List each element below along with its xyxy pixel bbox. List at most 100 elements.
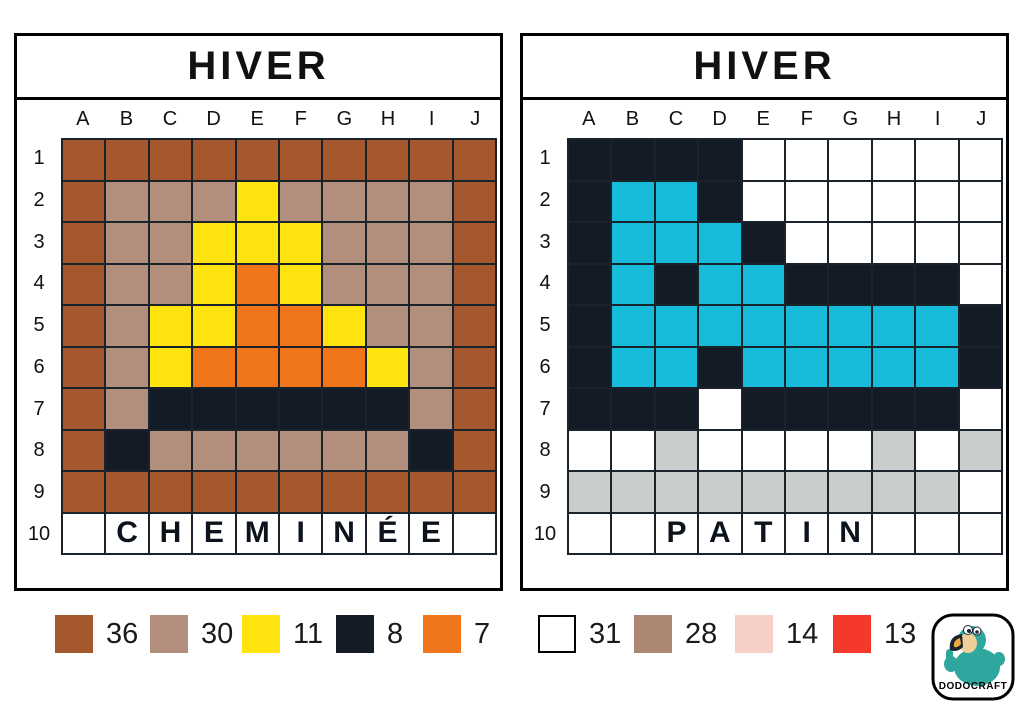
grid-cell-F5 bbox=[786, 306, 828, 346]
column-label-D: D bbox=[206, 107, 221, 130]
grid-cell-F8 bbox=[786, 430, 828, 470]
grid-cell-J7 bbox=[959, 389, 1001, 429]
grid-cell-G8 bbox=[829, 430, 871, 470]
grid-cell-A8 bbox=[63, 430, 105, 470]
legend-count: 13 bbox=[884, 617, 917, 650]
grid-cell-C3 bbox=[655, 223, 698, 263]
grid-cell-H1 bbox=[366, 140, 409, 180]
panel-title: HIVER bbox=[523, 36, 1006, 100]
grid-cell-C9 bbox=[149, 472, 192, 512]
grid-cell-I8 bbox=[410, 430, 452, 470]
grid-cell-I8 bbox=[916, 430, 958, 470]
column-label-G: G bbox=[842, 107, 859, 130]
legend-count: 14 bbox=[786, 617, 819, 650]
legend-count: 7 bbox=[474, 617, 491, 650]
grid-cell-D1 bbox=[193, 140, 235, 180]
grid-cell-C9 bbox=[655, 472, 698, 512]
column-header-row: A B C D E F G H I J bbox=[567, 100, 1003, 138]
grid-cell-B5 bbox=[106, 306, 148, 346]
grid-cell-I7 bbox=[916, 389, 958, 429]
grid-cell-G4 bbox=[323, 264, 365, 304]
column-label-C: C bbox=[162, 107, 178, 130]
grid-cell-C2 bbox=[149, 181, 192, 221]
grid-cell-J2 bbox=[959, 181, 1001, 221]
grid-cell-E1 bbox=[742, 140, 784, 180]
legend-item-left-8: 8 bbox=[336, 614, 403, 654]
grid-cell-J1 bbox=[453, 140, 495, 180]
grid-cell-B4 bbox=[106, 264, 148, 304]
grid-cell-H9 bbox=[872, 472, 915, 512]
grid-cell-J2 bbox=[453, 181, 495, 221]
grid-cell-J6 bbox=[453, 347, 495, 387]
grid-cell-G7 bbox=[323, 389, 365, 429]
grid-cell-D2 bbox=[699, 181, 741, 221]
grid-cell-H4 bbox=[366, 264, 409, 304]
grid-cell-G3 bbox=[323, 223, 365, 263]
row-labels: 1 2 3 4 5 6 7 8 9 10 bbox=[523, 138, 567, 555]
grid-cell-G9 bbox=[829, 472, 871, 512]
grid-cell-A10 bbox=[63, 513, 105, 553]
grid-cell-H7 bbox=[366, 389, 409, 429]
grid-cell-C8 bbox=[655, 430, 698, 470]
grid-cell-D7 bbox=[699, 389, 741, 429]
grid-cell-D6 bbox=[193, 347, 235, 387]
grid-cell-B2 bbox=[612, 181, 654, 221]
row-label-5: 5 bbox=[33, 314, 45, 337]
grid-cell-D5 bbox=[193, 306, 235, 346]
grid-cell-D7 bbox=[193, 389, 235, 429]
grid-cell-D9 bbox=[699, 472, 741, 512]
grid-cell-F6 bbox=[280, 347, 322, 387]
row-label-3: 3 bbox=[33, 230, 45, 253]
grid-cell-J9 bbox=[453, 472, 495, 512]
grid-cell-B9 bbox=[612, 472, 654, 512]
grid-cell-A9 bbox=[569, 472, 611, 512]
grid-cell-D6 bbox=[699, 347, 741, 387]
grid-cell-A6 bbox=[63, 347, 105, 387]
column-label-A: A bbox=[76, 107, 90, 130]
grid-cell-E9 bbox=[236, 472, 278, 512]
row-label-6: 6 bbox=[539, 355, 551, 378]
grid-cell-E6 bbox=[236, 347, 278, 387]
grid-cell-D4 bbox=[193, 264, 235, 304]
grid-cell-E6 bbox=[742, 347, 784, 387]
grid-cell-C5 bbox=[149, 306, 192, 346]
grid-cell-C8 bbox=[149, 430, 192, 470]
grid-cell-A7 bbox=[63, 389, 105, 429]
row-label-2: 2 bbox=[33, 189, 45, 212]
legend-count: 31 bbox=[589, 617, 622, 650]
legend-item-right-28: 28 bbox=[634, 614, 717, 654]
row-label-10: 10 bbox=[27, 522, 51, 545]
grid-cell-I4 bbox=[410, 264, 452, 304]
legend-count: 36 bbox=[106, 617, 139, 650]
legend-item-right-13: 13 bbox=[833, 614, 916, 654]
grid-cell-B8 bbox=[106, 430, 148, 470]
grid-cell-J1 bbox=[959, 140, 1001, 180]
grid-cell-C1 bbox=[149, 140, 192, 180]
grid-cell-A3 bbox=[63, 223, 105, 263]
legend-color-swatch bbox=[735, 615, 773, 653]
grid-cell-A9 bbox=[63, 472, 105, 512]
grid-cell-G8 bbox=[323, 430, 365, 470]
grid-cell-H2 bbox=[872, 181, 915, 221]
legend-color-swatch bbox=[423, 615, 461, 653]
grid-cell-I9 bbox=[410, 472, 452, 512]
grid-cell-B6 bbox=[106, 347, 148, 387]
legend-color-swatch bbox=[833, 615, 871, 653]
grid-cell-B3 bbox=[106, 223, 148, 263]
grid-cell-A7 bbox=[569, 389, 611, 429]
row-label-6: 6 bbox=[33, 355, 45, 378]
grid-cell-F2 bbox=[280, 181, 322, 221]
grid-cell-A1 bbox=[63, 140, 105, 180]
grid-cell-H8 bbox=[872, 430, 915, 470]
grid-cell-E8 bbox=[742, 430, 784, 470]
grid-cell-G5 bbox=[829, 306, 871, 346]
grid-cell-C10: P bbox=[655, 513, 698, 553]
legend-item-left-30: 30 bbox=[150, 614, 233, 654]
grid-cell-H5 bbox=[366, 306, 409, 346]
grid-cell-E4 bbox=[742, 264, 784, 304]
grid-cell-J10 bbox=[453, 513, 495, 553]
logo-text: DODOCRAFT bbox=[939, 681, 1007, 692]
